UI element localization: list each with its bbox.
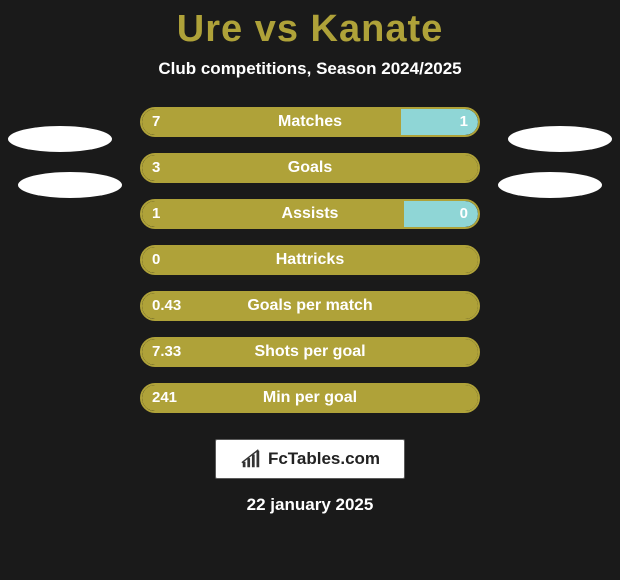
- stat-value-left: 3: [152, 153, 160, 183]
- stat-row: Goals3: [0, 153, 620, 199]
- stat-bar-track: [140, 107, 480, 137]
- stat-bar-left: [142, 201, 404, 227]
- stat-bar-track: [140, 245, 480, 275]
- player2-name: Kanate: [311, 8, 444, 50]
- stat-row: Matches71: [0, 107, 620, 153]
- stat-bar-left: [142, 293, 478, 319]
- fctables-logo-icon: [240, 448, 262, 470]
- stat-value-left: 7.33: [152, 337, 181, 367]
- stat-row: Shots per goal7.33: [0, 337, 620, 383]
- subtitle: Club competitions, Season 2024/2025: [0, 59, 620, 79]
- stat-bar-track: [140, 383, 480, 413]
- stat-value-left: 0.43: [152, 291, 181, 321]
- stat-bar-track: [140, 337, 480, 367]
- stat-value-left: 241: [152, 383, 177, 413]
- stat-value-right: 1: [460, 107, 468, 137]
- stat-row: Assists10: [0, 199, 620, 245]
- date-label: 22 january 2025: [0, 495, 620, 515]
- stat-bar-track: [140, 199, 480, 229]
- stat-bar-left: [142, 385, 478, 411]
- stat-value-left: 1: [152, 199, 160, 229]
- attribution-text: FcTables.com: [268, 449, 380, 469]
- stat-bar-left: [142, 155, 478, 181]
- stat-bar-left: [142, 339, 478, 365]
- vs-text: vs: [255, 8, 299, 50]
- stat-value-left: 7: [152, 107, 160, 137]
- attribution-badge: FcTables.com: [215, 439, 405, 479]
- stat-row: Goals per match0.43: [0, 291, 620, 337]
- stat-bar-left: [142, 247, 478, 273]
- stat-row: Hattricks0: [0, 245, 620, 291]
- stat-bar-track: [140, 153, 480, 183]
- stat-row: Min per goal241: [0, 383, 620, 429]
- stat-value-left: 0: [152, 245, 160, 275]
- stat-value-right: 0: [460, 199, 468, 229]
- stat-bar-track: [140, 291, 480, 321]
- player1-name: Ure: [177, 8, 243, 50]
- stat-rows: Matches71Goals3Assists10Hattricks0Goals …: [0, 107, 620, 429]
- stat-bar-left: [142, 109, 401, 135]
- comparison-title: Ure vs Kanate: [0, 0, 620, 51]
